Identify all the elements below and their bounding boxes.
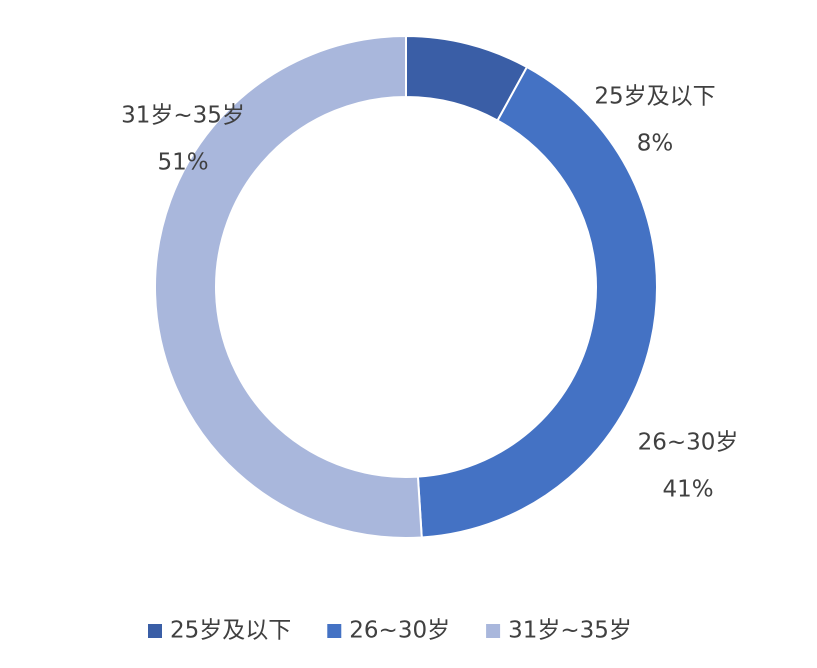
data-label-category: 26~30岁 [638, 430, 739, 456]
data-label-category: 31岁~35岁 [121, 103, 245, 129]
legend-label: 25岁及以下 [170, 618, 291, 644]
legend-swatch [327, 624, 342, 638]
data-label-value: 8% [637, 131, 674, 157]
donut-segment [154, 34, 423, 539]
legend-swatch [486, 624, 501, 638]
legend-swatch [148, 624, 162, 638]
data-label-value: 51% [157, 150, 208, 176]
donut-segment [416, 65, 658, 539]
legend-label: 26~30岁 [349, 618, 450, 644]
data-label-category: 25岁及以下 [594, 84, 715, 110]
data-label-value: 41% [662, 477, 713, 503]
legend-label: 31岁~35岁 [508, 618, 632, 644]
